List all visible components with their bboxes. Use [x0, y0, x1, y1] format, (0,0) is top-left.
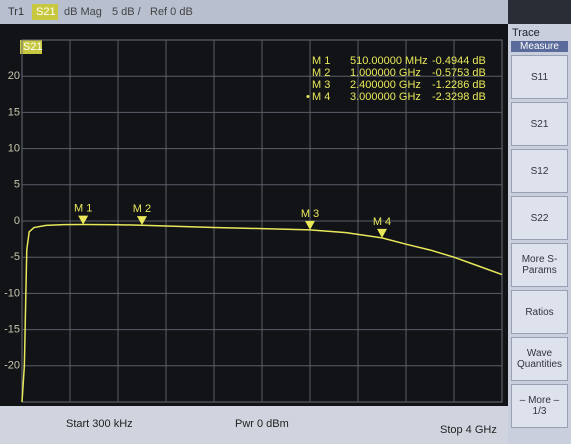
page: Tr1 S21 dB Mag 5 dB / Ref 0 dB S21 Start… — [0, 0, 571, 444]
screen: Tr1 S21 dB Mag 5 dB / Ref 0 dB S21 Start… — [0, 0, 508, 444]
readout-response: -0.4944 dB — [432, 55, 486, 67]
marker-label: M 2 — [133, 203, 151, 215]
softkey[interactable]: More S-Params — [511, 243, 568, 287]
start-label: Start 300 kHz — [66, 418, 133, 430]
readout-stimulus: 2.400000 GHz — [350, 79, 421, 91]
softkey[interactable]: Ratios — [511, 290, 568, 334]
y-tick-label: 0 — [14, 215, 20, 227]
readout-name: M 3 — [312, 79, 330, 91]
readout-stimulus: 1.000000 GHz — [350, 67, 421, 79]
readout-name: M 2 — [312, 67, 330, 79]
y-tick-label: -10 — [4, 287, 20, 299]
softkey[interactable]: S22 — [511, 196, 568, 240]
badge: S21 — [23, 41, 43, 53]
stop-label: Stop 4 GHz — [440, 424, 497, 436]
marker-label: M 1 — [74, 202, 92, 214]
y-tick-label: 15 — [8, 106, 20, 118]
y-tick-label: 20 — [8, 70, 20, 82]
param-label: S21 — [36, 6, 56, 18]
format-label: dB Mag — [64, 6, 102, 18]
softkey[interactable]: S21 — [511, 102, 568, 146]
softkey[interactable]: S11 — [511, 55, 568, 99]
readout-active: • — [306, 91, 310, 103]
softkey[interactable]: S12 — [511, 149, 568, 193]
y-tick-label: -5 — [10, 251, 20, 263]
softkey[interactable]: Wave Quantities — [511, 337, 568, 381]
scale-label: 5 dB / — [112, 6, 142, 18]
readout-response: -1.2286 dB — [432, 79, 486, 91]
y-tick-label: -20 — [4, 360, 20, 372]
trace-label: Tr1 — [8, 6, 24, 18]
ref-label: Ref 0 dB — [150, 6, 193, 18]
readout-name: M 4 — [312, 91, 330, 103]
y-tick-label: 5 — [14, 179, 20, 191]
y-tick-label: 10 — [8, 143, 20, 155]
menu-name: Measure — [511, 41, 568, 52]
y-tick-label: -15 — [4, 324, 20, 336]
readout-response: -2.3298 dB — [432, 91, 486, 103]
menu-title: Trace — [508, 24, 571, 39]
marker-label: M 4 — [373, 216, 391, 228]
readout-name: M 1 — [312, 55, 330, 67]
power-label: Pwr 0 dBm — [235, 418, 289, 430]
readout-response: -0.5753 dB — [432, 67, 486, 79]
readout-stimulus: 3.000000 GHz — [350, 91, 421, 103]
marker-label: M 3 — [301, 208, 319, 220]
readout-stimulus: 510.00000 MHz — [350, 55, 428, 67]
softkey[interactable]: – More – 1/3 — [511, 384, 568, 428]
